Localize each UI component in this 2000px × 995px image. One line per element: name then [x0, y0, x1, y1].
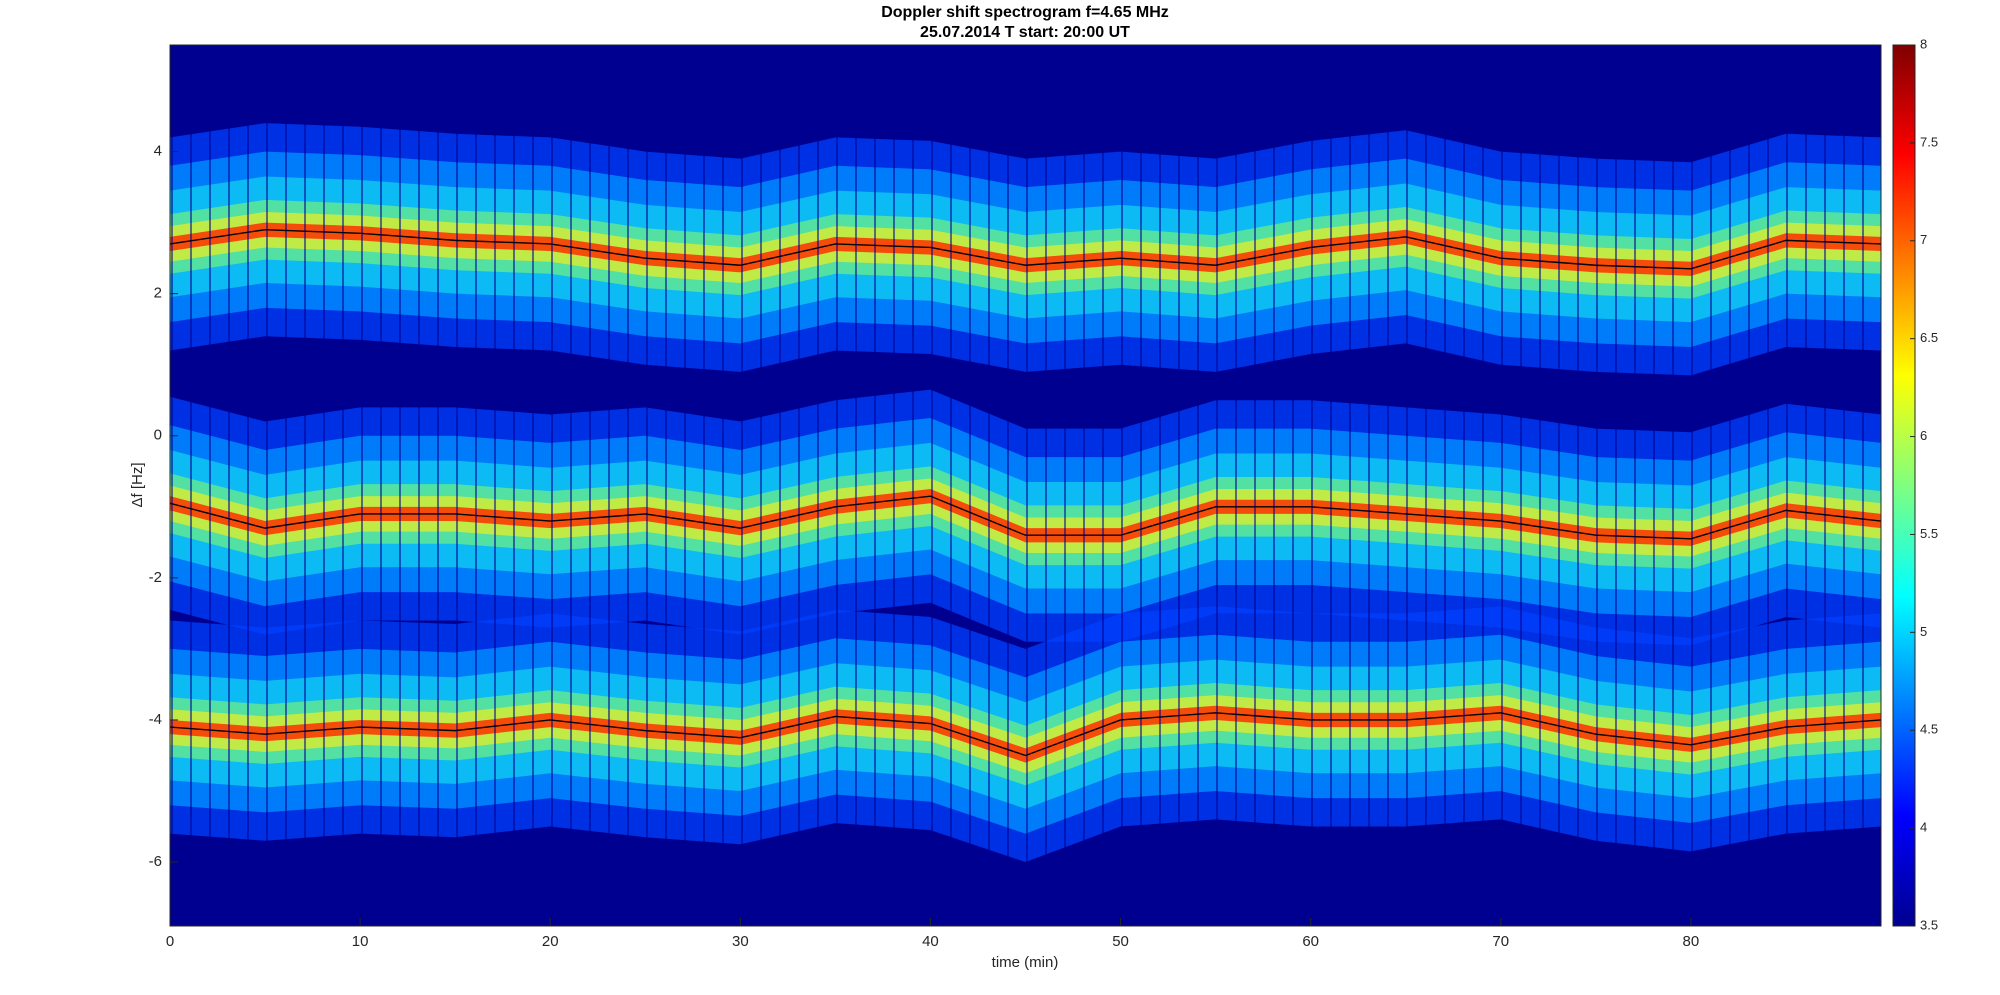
striping — [170, 45, 1881, 926]
x-tick-label: 80 — [1683, 933, 1700, 950]
x-tick-label: 10 — [352, 933, 369, 950]
colorbar-tick-label: 6.5 — [1920, 330, 1938, 345]
plot-frame — [169, 44, 1882, 927]
y-tick-label: 4 — [154, 143, 162, 160]
trace-line — [170, 712, 1881, 757]
colorbar-tick-label: 4 — [1920, 820, 1927, 835]
colorbar-tick-label: 7.5 — [1920, 134, 1938, 149]
x-tick-label: 50 — [1112, 933, 1129, 950]
x-tick-label: 70 — [1492, 933, 1509, 950]
x-tick-label: 0 — [166, 933, 174, 950]
y-tick-label: -4 — [149, 711, 162, 728]
colorbar-tick-label: 7 — [1920, 232, 1927, 247]
x-tick-label: 20 — [542, 933, 559, 950]
trace-line — [170, 495, 1881, 540]
y-axis-label: Δf [Hz] — [129, 462, 146, 507]
colorbar-tick-label: 3.5 — [1920, 917, 1938, 932]
colorbar-tick-label: 5.5 — [1920, 526, 1938, 541]
colorbar-tick-label: 6 — [1920, 428, 1927, 443]
x-tick-label: 60 — [1302, 933, 1319, 950]
colorbar-tick-label: 8 — [1920, 36, 1927, 51]
y-tick-label: -6 — [149, 853, 162, 870]
heatmap — [170, 45, 1881, 926]
y-tick-label: 2 — [154, 285, 162, 302]
trace-line — [170, 229, 1881, 270]
chart-title: Doppler shift spectrogram f=4.65 MHz — [881, 4, 1169, 21]
x-tick-label: 30 — [732, 933, 749, 950]
x-tick-label: 40 — [922, 933, 939, 950]
colorbar — [1892, 44, 1916, 927]
x-axis-label: time (min) — [992, 954, 1059, 971]
chart-subtitle: 25.07.2014 T start: 20:00 UT — [920, 24, 1130, 41]
colorbar-tick-label: 4.5 — [1920, 722, 1938, 737]
y-tick-label: -2 — [149, 569, 162, 586]
colorbar-tick-label: 5 — [1920, 624, 1927, 639]
y-tick-label: 0 — [154, 427, 162, 444]
